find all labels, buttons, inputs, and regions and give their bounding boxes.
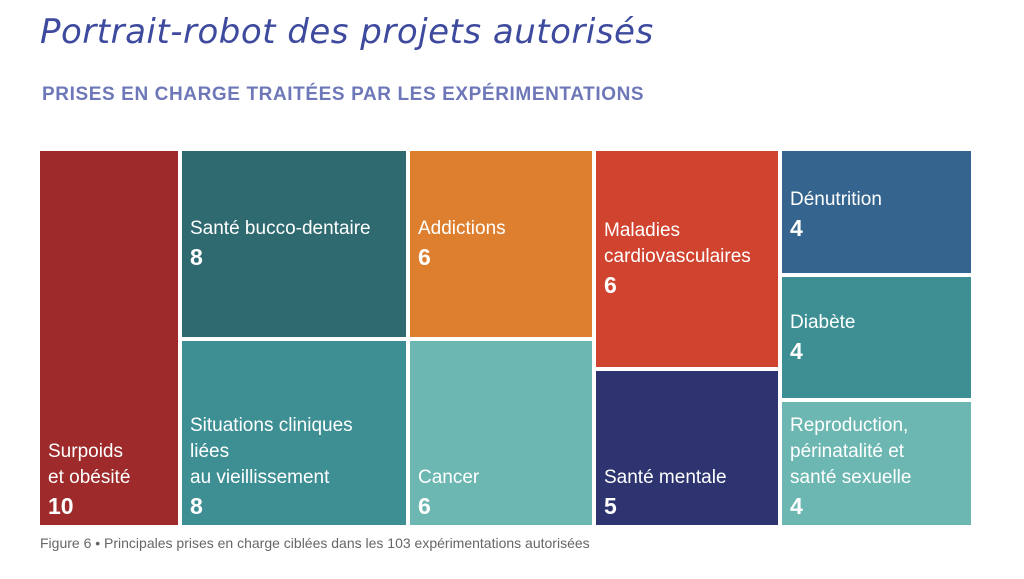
tile-label: Maladies cardiovasculaires (604, 220, 751, 267)
tile-cancer: Cancer 6 (410, 341, 592, 525)
tile-label: Addictions (418, 218, 506, 239)
tile-reproduction: Reproduction, périnatalité et santé sexu… (782, 402, 971, 525)
tile-label: Santé bucco-dentaire (190, 218, 371, 239)
tile-label: Reproduction, périnatalité et santé sexu… (790, 415, 912, 488)
tile-label: Diabète (790, 311, 856, 333)
tile-value: 8 (190, 244, 203, 270)
figure-caption: Figure 6 • Principales prises en charge … (40, 535, 590, 551)
tile-value: 4 (790, 493, 803, 519)
chart-subtitle: PRISES EN CHARGE TRAITÉES PAR LES EXPÉRI… (42, 84, 645, 105)
tile-diabete: Diabète 4 (782, 277, 971, 398)
tile-label: Situations cliniques liées au vieillisse… (190, 415, 353, 488)
tile-surpoids-obesite: Surpoids et obésité 10 (40, 151, 178, 525)
tile-value: 10 (48, 493, 74, 519)
tile-value: 5 (604, 493, 617, 519)
tile-denutrition: Dénutrition 4 (782, 151, 971, 273)
tile-maladies-cardiovasculaires: Maladies cardiovasculaires 6 (596, 151, 778, 367)
tile-sante-bucco-dentaire: Santé bucco-dentaire 8 (182, 151, 406, 337)
tile-value: 8 (190, 493, 203, 519)
tile-addictions: Addictions 6 (410, 151, 592, 337)
tile-label: Surpoids et obésité (48, 441, 131, 488)
tile-value: 4 (790, 215, 803, 241)
tile-value: 6 (604, 272, 617, 298)
tile-label: Dénutrition (790, 189, 882, 210)
tile-vieillissement: Situations cliniques liées au vieillisse… (182, 341, 406, 525)
page-title: Portrait-robot des projets autorisés (40, 12, 654, 52)
tile-value: 6 (418, 244, 431, 270)
tile-label: Cancer (418, 467, 480, 488)
tile-value: 6 (418, 493, 431, 519)
tile-label: Santé mentale (604, 467, 727, 488)
tile-sante-mentale: Santé mentale 5 (596, 371, 778, 525)
tile-value: 4 (790, 337, 803, 364)
